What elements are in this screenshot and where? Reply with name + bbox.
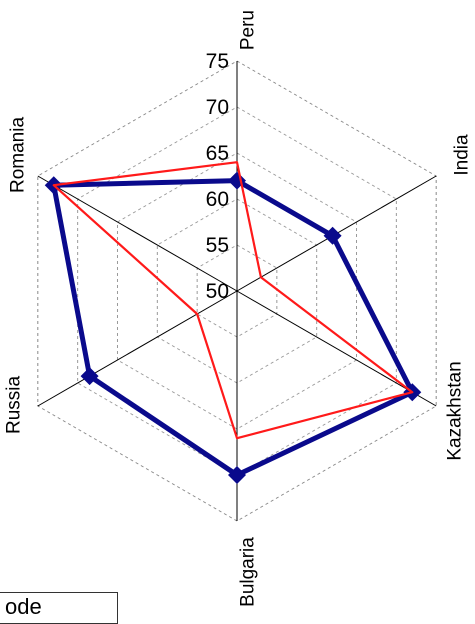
tick-label: 55 [206, 234, 229, 257]
tick-label: 70 [206, 96, 229, 119]
radar-spokes [37, 61, 437, 521]
axis-label-russia: Russia [4, 376, 25, 435]
radial-tick-labels: 50 55 60 65 70 75 [206, 50, 229, 303]
radar-series [44, 161, 422, 484]
axis-category-labels: Peru India Kazakhstan Bulgaria Russia Romania [4, 10, 473, 607]
tick-label: 75 [206, 50, 229, 73]
tick-label: 65 [206, 142, 229, 165]
series-point-india [323, 226, 342, 245]
legend-label: ode [5, 594, 42, 619]
tick-label: 50 [206, 280, 229, 303]
series-point-russia [80, 367, 99, 386]
series-point-bulgaria [228, 466, 246, 484]
axis-label-peru: Peru [238, 10, 259, 50]
spoke-kazakhstan [236, 290, 437, 407]
tick-label: 60 [206, 188, 229, 211]
axis-label-bulgaria: Bulgaria [238, 537, 259, 607]
spoke-romania [37, 175, 238, 292]
series-line-2 [52, 161, 414, 440]
radar-chart: 50 55 60 65 70 75 Peru India Kazakhstan Bulgaria… [4, 10, 473, 607]
legend-box: ode [0, 592, 118, 624]
series-line-1 [51, 178, 415, 478]
axis-label-romania: Romania [8, 117, 29, 193]
spoke-russia [37, 290, 238, 407]
axis-label-india: India [452, 134, 473, 176]
axis-label-kazakhstan: Kazakhstan [445, 361, 466, 460]
